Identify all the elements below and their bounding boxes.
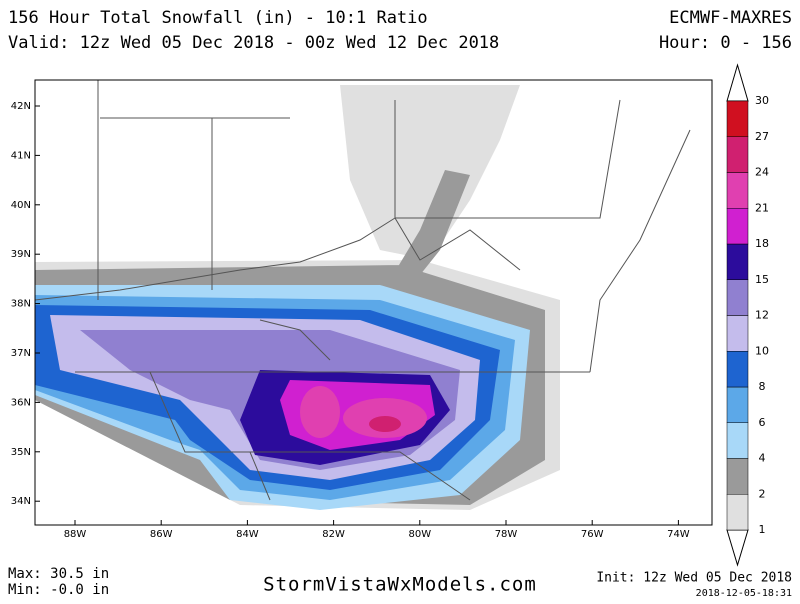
lat-label: 38N — [11, 299, 31, 310]
lon-label: 74W — [667, 529, 690, 540]
colorbar-label: 15 — [755, 273, 769, 286]
colorbar-label: 6 — [759, 416, 766, 429]
lat-label: 37N — [11, 348, 31, 359]
snow-contour — [369, 416, 401, 432]
site: StormVistaWxModels.com — [263, 574, 537, 596]
colorbar-segment — [726, 136, 749, 173]
colorbar-segment — [726, 279, 749, 316]
colorbar-label: 2 — [759, 487, 766, 500]
min-value: Min: -0.0 in — [8, 582, 109, 598]
lat-label: 42N — [11, 101, 31, 112]
lat-label: 41N — [11, 150, 31, 161]
lon-label: 80W — [408, 529, 431, 540]
colorbar-label: 24 — [755, 166, 769, 179]
lon-label: 86W — [150, 529, 173, 540]
colorbar-label: 21 — [755, 201, 769, 214]
lon-label: 78W — [495, 529, 518, 540]
valid-time: Valid: 12z Wed 05 Dec 2018 - 00z Wed 12 … — [8, 33, 499, 53]
colorbar-segment — [726, 172, 749, 209]
lat-label: 35N — [11, 447, 31, 458]
colorbar-segment — [726, 315, 749, 352]
max-value: Max: 30.5 in — [8, 566, 109, 582]
lon-label: 82W — [322, 529, 345, 540]
colorbar-label: 18 — [755, 237, 769, 250]
lat-label: 36N — [11, 397, 31, 408]
map-frame — [34, 79, 713, 526]
colorbar-label: 10 — [755, 344, 769, 357]
init-time: Init: 12z Wed 05 Dec 2018 — [596, 571, 792, 586]
title: 156 Hour Total Snowfall (in) - 10:1 Rati… — [8, 8, 428, 28]
boundaries — [35, 80, 691, 501]
colorbar-segment — [726, 243, 749, 280]
colorbar-segment — [726, 100, 749, 137]
lon-label: 88W — [64, 529, 87, 540]
colorbar-label: 1 — [759, 523, 766, 536]
lat-labels: 42N 41N 40N 39N 38N 37N 36N 35N 34N — [11, 101, 40, 507]
colorbar-arrow-bottom — [726, 529, 749, 567]
lon-labels: 88W 86W 84W 82W 80W 78W 76W 74W — [64, 520, 690, 540]
colorbar-arrow-top — [726, 63, 749, 102]
colorbar-label: 12 — [755, 309, 769, 322]
colorbar-label: 4 — [759, 452, 766, 465]
lat-label: 34N — [11, 496, 31, 507]
colorbar-segment — [726, 386, 749, 423]
hours: Hour: 0 - 156 — [659, 33, 792, 53]
colorbar-segment — [726, 351, 749, 388]
colorbar-segment — [726, 494, 749, 531]
lat-label: 39N — [11, 249, 31, 260]
colorbar-label: 30 — [755, 94, 769, 107]
colorbar-label: 27 — [755, 130, 769, 143]
colorbar-segment — [726, 422, 749, 459]
lon-label: 84W — [236, 529, 259, 540]
colorbar-label: 8 — [759, 380, 766, 393]
colorbar-segment — [726, 458, 749, 495]
snow-contour — [300, 386, 340, 438]
lat-label: 40N — [11, 200, 31, 211]
timestamp: 2018-12-05-18:31 — [696, 588, 792, 599]
model: ECMWF-MAXRES — [669, 8, 792, 28]
snow-field — [35, 85, 560, 510]
lon-label: 76W — [581, 529, 604, 540]
colorbar-segment — [726, 208, 749, 245]
